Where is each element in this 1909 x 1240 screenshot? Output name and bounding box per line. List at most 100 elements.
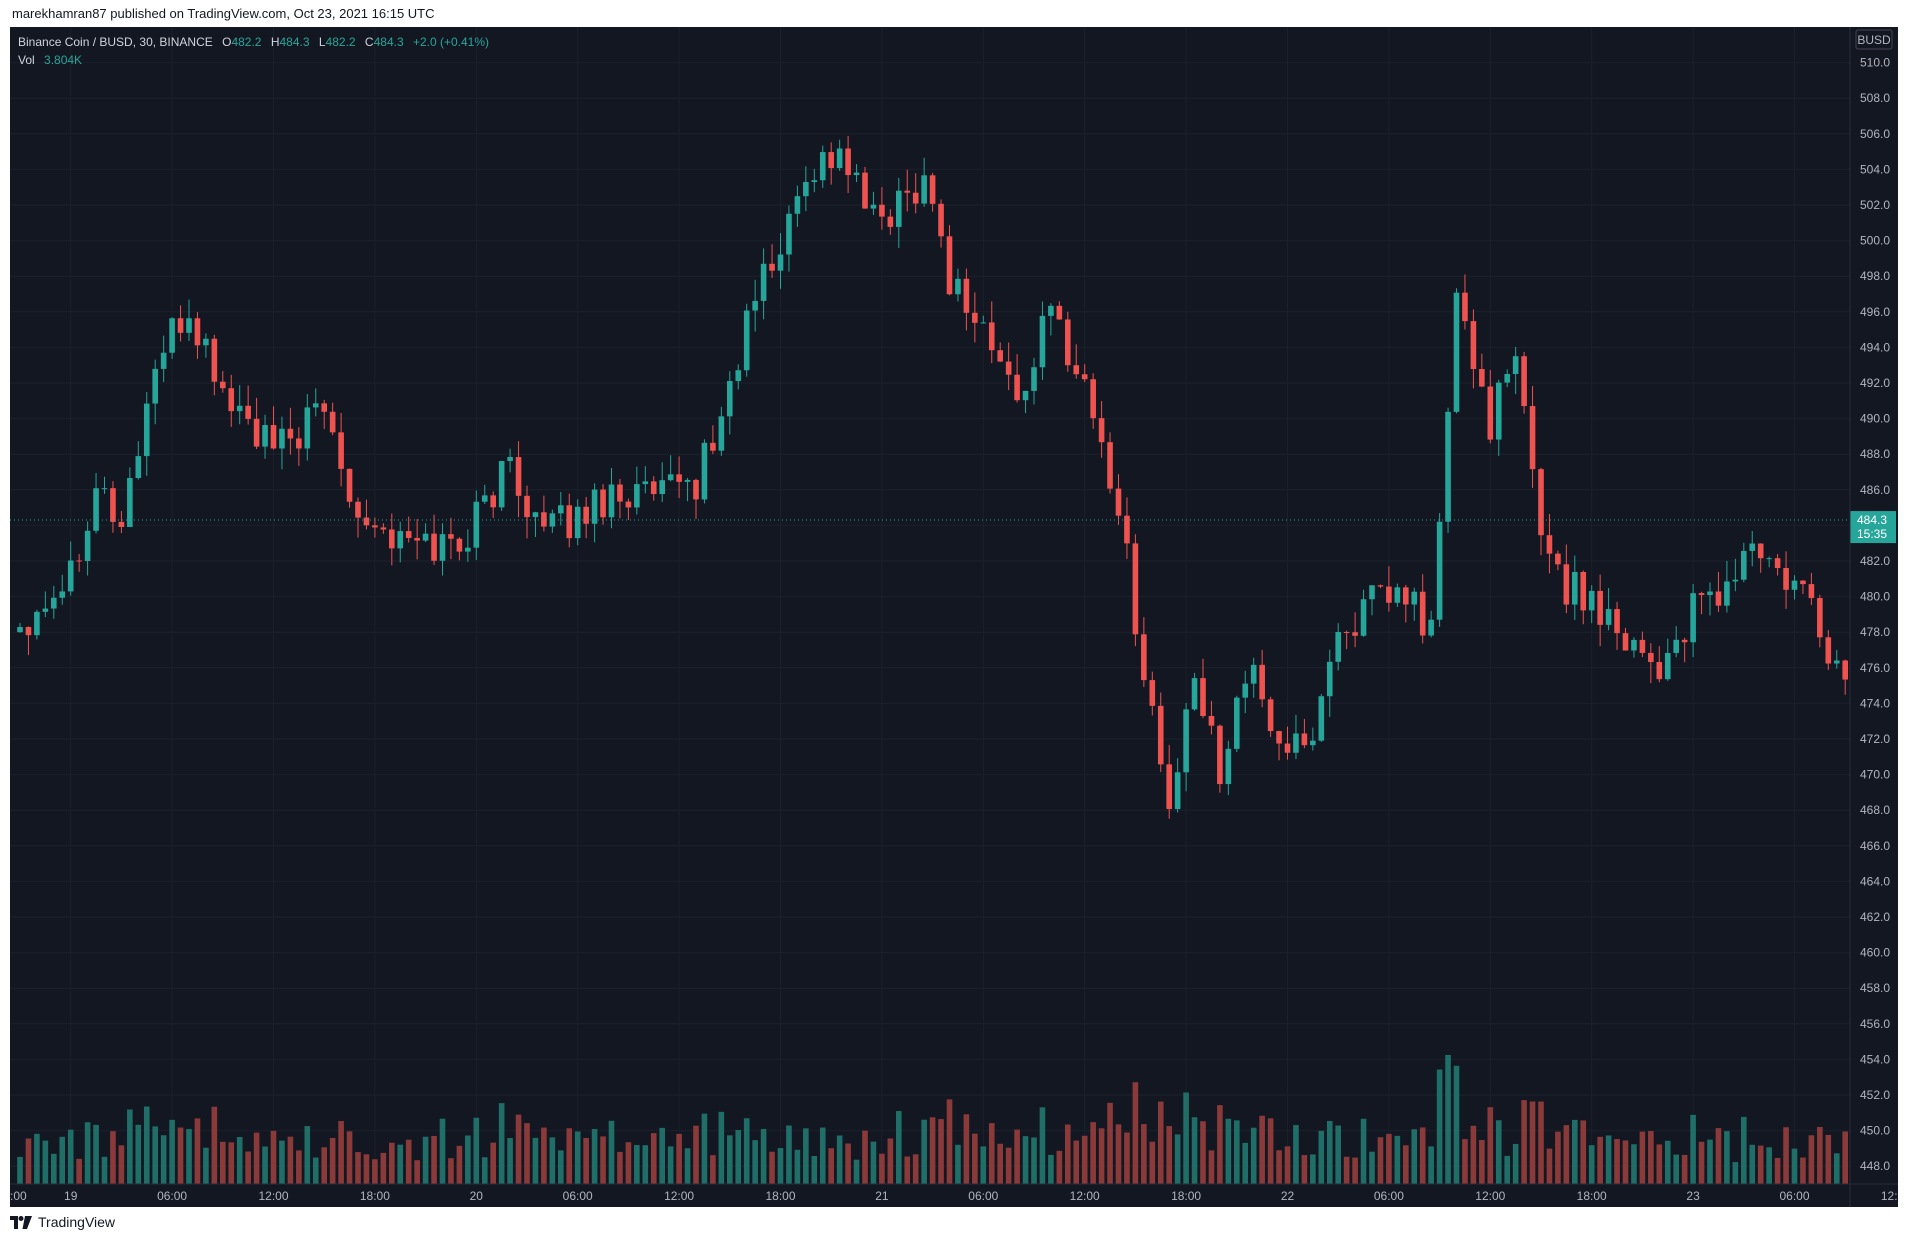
candle-body	[397, 531, 404, 549]
volume-bar	[473, 1117, 480, 1184]
candle-body	[1470, 321, 1477, 369]
candle	[659, 462, 665, 503]
volume-bar	[1512, 1143, 1519, 1184]
time-tick-label: 18:00	[1171, 1189, 1201, 1203]
candle-body	[1081, 374, 1088, 380]
candle-body	[963, 278, 970, 313]
candle-body	[228, 388, 235, 412]
candle	[819, 145, 826, 188]
tradingview-logo[interactable]: TradingView	[10, 1214, 115, 1230]
candle	[921, 157, 927, 207]
candle	[312, 388, 319, 417]
candle-body	[693, 479, 699, 500]
candle	[625, 498, 632, 520]
volume-bar	[1191, 1117, 1198, 1184]
volume-bar	[1504, 1155, 1510, 1184]
candle	[93, 473, 99, 534]
volume-bar	[118, 1145, 125, 1184]
chart-canvas[interactable]: BUSD 510.0 508.0 506.0 504.0 502.0 500.0 498.0 4…	[10, 27, 1898, 1207]
volume-bar	[558, 1150, 564, 1184]
candle-body	[329, 411, 336, 433]
candle	[1301, 719, 1308, 749]
candle-body	[515, 457, 522, 496]
candle-body	[1563, 564, 1570, 605]
time-tick-label: 12:00	[664, 1189, 694, 1203]
candle-body	[777, 254, 784, 271]
candle-body	[338, 432, 344, 469]
volume-bar	[1817, 1126, 1823, 1184]
candle	[1605, 588, 1612, 631]
price-tick-label: 462.0	[1860, 910, 1890, 924]
candle-body	[870, 204, 877, 209]
price-tick-label: 452.0	[1860, 1088, 1890, 1102]
price-tick-label: 504.0	[1860, 162, 1890, 176]
volume-bar	[879, 1153, 885, 1184]
low-value: 482.2	[325, 35, 356, 49]
bar-countdown: 15:35	[1857, 527, 1887, 541]
candle	[600, 484, 606, 525]
chart-frame[interactable]: BUSD 510.0 508.0 506.0 504.0 502.0 500.0 498.0 4…	[10, 27, 1898, 1207]
candle-body	[1690, 593, 1696, 643]
candle	[51, 585, 57, 619]
candle	[1191, 672, 1198, 711]
volume-bar	[1538, 1101, 1544, 1184]
candle	[532, 511, 539, 537]
volume-bar	[59, 1136, 66, 1184]
candle	[1293, 714, 1299, 760]
volume-bar	[1656, 1144, 1663, 1184]
tradingview-logo-icon	[10, 1215, 32, 1229]
currency-button[interactable]: BUSD	[1855, 29, 1893, 50]
symbol-title[interactable]: Binance Coin / BUSD, 30, BINANCE	[18, 35, 213, 49]
candle-body	[1098, 418, 1105, 443]
time-tick-label: 06:00	[1374, 1189, 1404, 1203]
candle	[135, 441, 142, 480]
volume-bar	[887, 1138, 894, 1184]
candle	[1014, 354, 1020, 403]
candle-body	[1242, 683, 1249, 698]
candle	[1048, 303, 1054, 336]
volume-bar	[1326, 1120, 1333, 1184]
candle-body	[1622, 633, 1629, 651]
candle	[1614, 601, 1620, 650]
candle-body	[1732, 579, 1739, 582]
volume-bar	[1259, 1115, 1265, 1184]
volume-value: 3.804K	[44, 53, 83, 67]
candle-body	[769, 263, 775, 271]
candle-body	[262, 425, 268, 447]
volume-label[interactable]: Vol	[18, 53, 35, 67]
candle-body	[786, 213, 792, 255]
volume-bar	[127, 1109, 133, 1184]
candle	[1225, 740, 1232, 796]
volume-bar	[1631, 1144, 1637, 1184]
candle	[1352, 612, 1358, 648]
candle	[1479, 353, 1485, 388]
candle-body	[1698, 593, 1705, 596]
candle	[727, 371, 733, 435]
candle-body	[481, 495, 488, 502]
candle	[220, 370, 226, 393]
candle	[118, 510, 125, 534]
volume-bar	[397, 1144, 404, 1184]
volume-bar	[1791, 1148, 1798, 1184]
candle	[1453, 288, 1460, 414]
volume-bar	[1833, 1153, 1840, 1184]
volume-bar	[422, 1136, 429, 1184]
candle-body	[1014, 374, 1020, 401]
candle	[1664, 638, 1671, 681]
volume-bar	[1529, 1101, 1536, 1184]
candle-body	[1335, 632, 1341, 662]
candle-body	[1208, 716, 1215, 726]
candle-body	[1639, 639, 1646, 653]
candle	[59, 574, 66, 605]
candle	[862, 166, 868, 209]
volume-bar	[439, 1118, 446, 1184]
candle-body	[1419, 591, 1426, 636]
candle-body	[507, 457, 513, 462]
candle	[524, 485, 530, 539]
candle-body	[1656, 662, 1663, 680]
candle	[667, 455, 674, 482]
volume-bar	[650, 1133, 657, 1184]
volume-bar	[659, 1127, 665, 1184]
candle-body	[667, 474, 674, 481]
candle	[1005, 342, 1012, 391]
